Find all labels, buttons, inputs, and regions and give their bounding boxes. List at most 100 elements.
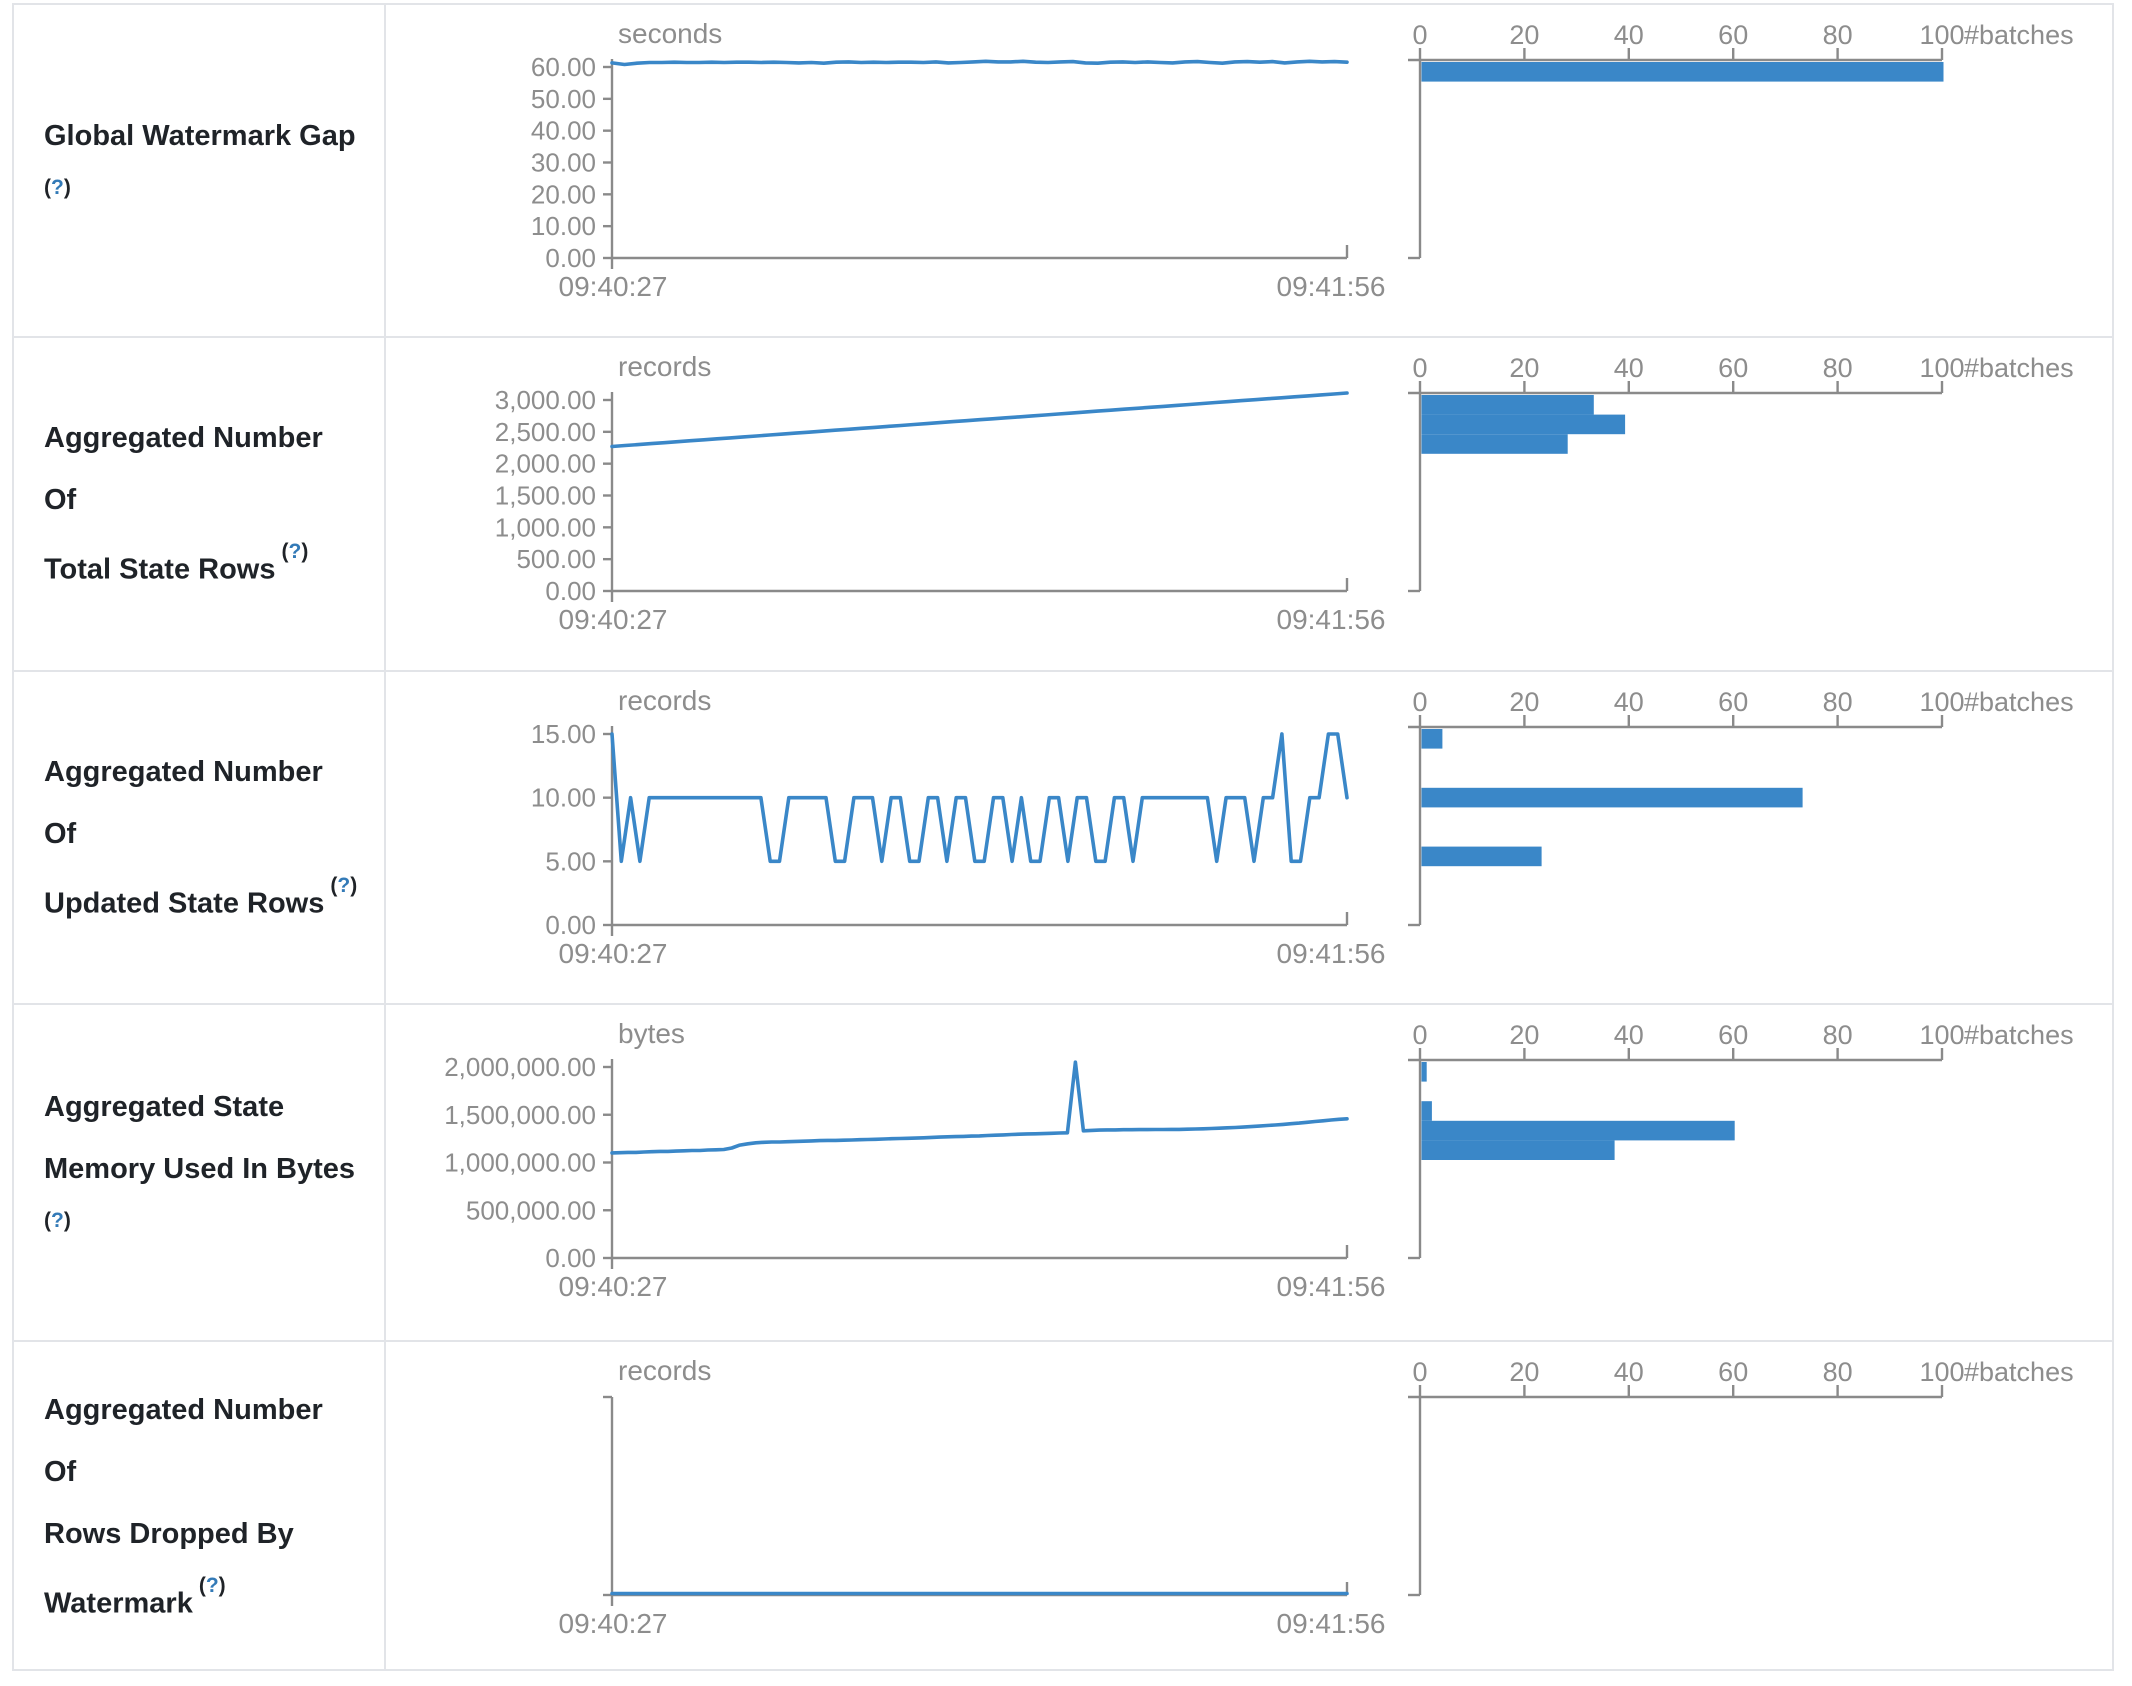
help-paren-open: ( (198, 1573, 206, 1597)
metric-title-text: Rows Dropped By (44, 1517, 294, 1550)
help-paren-open: ( (330, 873, 338, 897)
svg-text:60: 60 (1718, 20, 1748, 50)
svg-text:0: 0 (1412, 687, 1427, 717)
x-axis-start-time: 09:40:27 (559, 1271, 668, 1302)
help-marker: (?) (44, 176, 71, 199)
metric-title-text: Aggregated Number Of (44, 755, 323, 850)
histogram-chart: 0 20 40 60 80 100 #batches (1408, 1020, 2074, 1260)
help-paren-close: ) (301, 540, 309, 564)
histogram-bar (1421, 1062, 1427, 1082)
svg-text:500,000.00: 500,000.00 (466, 1195, 596, 1225)
histogram-unit-label: #batches (1964, 687, 2074, 717)
metric-label: Aggregated Number Of Total State Rows(?) (44, 407, 362, 601)
metric-label-line: Total State Rows(?) (44, 531, 362, 601)
metric-charts-svg: bytes 2,000,000.00 1,500,000.00 1,000,000.0… (444, 1018, 2074, 1302)
svg-text:60: 60 (1718, 1357, 1748, 1387)
help-paren-open: ( (44, 1208, 51, 1232)
histogram-unit-label: #batches (1964, 353, 2074, 383)
svg-text:1,000.00: 1,000.00 (495, 512, 596, 542)
svg-text:2,000,000.00: 2,000,000.00 (444, 1052, 596, 1082)
svg-text:20: 20 (1509, 20, 1539, 50)
svg-text:80: 80 (1823, 1357, 1853, 1387)
help-question-link[interactable]: ? (288, 540, 302, 564)
metric-label-line: Global Watermark Gap (44, 105, 356, 167)
svg-text:20: 20 (1509, 353, 1539, 383)
chart-cell: seconds 60.00 50.00 40.00 30.00 20.00 10.00 0.0… (386, 5, 2112, 336)
chart-cell: records 15.00 10.00 5.00 0.00 09:40:27 09:41:5… (386, 672, 2112, 1003)
svg-text:seconds: seconds (618, 18, 722, 49)
svg-text:80: 80 (1823, 687, 1853, 717)
svg-text:100: 100 (1919, 353, 1964, 383)
svg-text:0.00: 0.00 (545, 1243, 596, 1273)
help-paren-close: ) (63, 1208, 71, 1232)
histogram-bar (1421, 414, 1626, 435)
metric-label-line: Memory Used In Bytes (44, 1138, 355, 1200)
metric-label: Global Watermark Gap (?) (44, 105, 356, 237)
help-question-link[interactable]: ? (51, 1208, 64, 1232)
metric-label-line: Updated State Rows(?) (44, 865, 362, 935)
metric-title-text: Global Watermark Gap (44, 119, 356, 152)
svg-text:records: records (618, 1355, 711, 1386)
svg-text:60.00: 60.00 (531, 52, 596, 82)
timeline-series-line (610, 1060, 1349, 1155)
metric-title-text: Aggregated State (44, 1090, 285, 1123)
svg-text:80: 80 (1823, 20, 1853, 50)
timeline-chart: records 09:40:27 09:41:56 (559, 1355, 1386, 1639)
metric-title-text: Aggregated Number Of (44, 1393, 323, 1488)
svg-text:1,000,000.00: 1,000,000.00 (444, 1148, 596, 1178)
metric-label: Aggregated State Memory Used In Bytes (?) (44, 1076, 355, 1270)
svg-text:5.00: 5.00 (545, 846, 596, 876)
x-axis-start-time: 09:40:27 (559, 604, 668, 635)
svg-text:40: 40 (1614, 1020, 1644, 1050)
metric-row-rows-dropped-by-watermark: Aggregated Number Of Rows Dropped By Water… (14, 1340, 2112, 1671)
help-question-link[interactable]: ? (337, 873, 351, 897)
svg-text:100: 100 (1919, 1020, 1964, 1050)
histogram-bar (1421, 1140, 1615, 1160)
svg-text:20: 20 (1509, 1020, 1539, 1050)
metric-row-state-memory-used: Aggregated State Memory Used In Bytes (?) … (14, 1003, 2112, 1340)
svg-text:40: 40 (1614, 1357, 1644, 1387)
x-axis-end-time: 09:41:56 (1277, 1608, 1386, 1639)
svg-text:20: 20 (1509, 687, 1539, 717)
help-paren-close: ) (63, 175, 71, 199)
x-axis-start-time: 09:40:27 (559, 271, 668, 302)
metric-label: Aggregated Number Of Updated State Rows(?… (44, 741, 362, 935)
metric-row-total-state-rows: Aggregated Number Of Total State Rows(?) … (14, 336, 2112, 670)
histogram-chart: 0 20 40 60 80 100 #batches (1408, 1357, 2074, 1597)
svg-text:40: 40 (1614, 20, 1644, 50)
timeline-chart: seconds 60.0050.0040.0030.0020.0010.000.0… (531, 18, 1386, 302)
svg-text:40.00: 40.00 (531, 116, 596, 146)
chart-cell: records 09:40:27 09:41:56 0 20 40 60 80 100 #batc… (386, 1342, 2112, 1671)
help-question-link[interactable]: ? (51, 175, 64, 199)
help-marker: (?) (282, 540, 309, 563)
timeline-series-line (610, 391, 1349, 449)
svg-text:500.00: 500.00 (516, 544, 596, 574)
metric-label-line: (?) (44, 167, 356, 237)
help-question-link[interactable]: ? (205, 1573, 219, 1597)
svg-text:0.00: 0.00 (545, 576, 596, 606)
histogram-bar (1421, 846, 1542, 867)
svg-text:60: 60 (1718, 353, 1748, 383)
svg-text:0: 0 (1412, 1020, 1427, 1050)
histogram-bar (1421, 787, 1803, 808)
svg-text:40: 40 (1614, 353, 1644, 383)
metric-label-line: Watermark(?) (44, 1565, 362, 1635)
metric-label-line: Aggregated Number Of (44, 407, 362, 531)
histogram-bar (1421, 62, 1944, 82)
svg-text:0: 0 (1412, 353, 1427, 383)
metric-charts-svg: records3,000.002,500.002,000.001,500.001… (495, 351, 2074, 635)
help-marker: (?) (44, 1209, 71, 1232)
histogram-unit-label: #batches (1964, 1020, 2074, 1050)
svg-text:3,000.00: 3,000.00 (495, 385, 596, 415)
chart-cell: bytes 2,000,000.00 1,500,000.00 1,000,000.0… (386, 1005, 2112, 1340)
svg-text:80: 80 (1823, 353, 1853, 383)
metric-label-line: Aggregated Number Of (44, 741, 362, 865)
svg-text:100: 100 (1919, 1357, 1964, 1387)
metrics-table: Global Watermark Gap (?) seconds 60.00 50.0… (12, 3, 2114, 1671)
svg-text:100: 100 (1919, 20, 1964, 50)
svg-text:1,500,000.00: 1,500,000.00 (444, 1100, 596, 1130)
svg-text:0: 0 (1412, 20, 1427, 50)
timeline-chart: bytes 2,000,000.00 1,500,000.00 1,000,000.0… (444, 1018, 1385, 1302)
svg-text:50.00: 50.00 (531, 84, 596, 114)
